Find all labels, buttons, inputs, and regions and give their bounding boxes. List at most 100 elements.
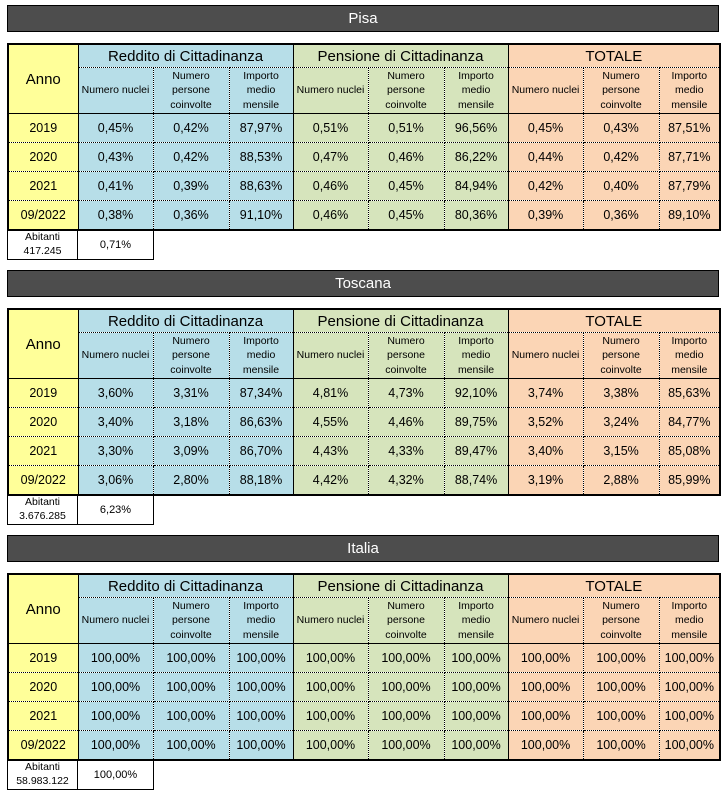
value-cell: 100,00% xyxy=(658,643,721,673)
value-cell: 100,00% xyxy=(582,643,660,673)
subheader-importo-medio: Importo medio mensile xyxy=(658,67,721,114)
year-cell: 2021 xyxy=(7,171,79,201)
abitanti-value: 58.983.122 xyxy=(16,775,69,787)
value-cell: 86,70% xyxy=(228,436,294,466)
value-cell: 100,00% xyxy=(152,730,230,761)
value-cell: 100,00% xyxy=(152,701,230,731)
section-pisa: Pisa Anno Reddito di Cittadinanza Pensio… xyxy=(7,5,722,260)
table-row: 2020 0,43% 0,42% 88,53% 0,47% 0,46% 86,2… xyxy=(7,142,721,172)
value-cell: 100,00% xyxy=(507,730,584,761)
subheader-numero-persone: Numero persone coinvolte xyxy=(152,597,230,644)
subheader-importo-medio: Importo medio mensile xyxy=(443,597,509,644)
value-cell: 100,00% xyxy=(367,730,445,761)
value-cell: 100,00% xyxy=(292,672,369,702)
subheader-numero-nuclei: Numero nuclei xyxy=(507,332,584,379)
value-cell: 87,97% xyxy=(228,113,294,143)
value-cell: 100,00% xyxy=(582,730,660,761)
group-header-totale: TOTALE xyxy=(507,573,721,598)
subheader-importo-medio: Importo medio mensile xyxy=(443,332,509,379)
subheader-numero-nuclei: Numero nuclei xyxy=(292,67,369,114)
abitanti-pct-cell: 6,23% xyxy=(78,496,154,525)
value-cell: 3,40% xyxy=(77,407,154,437)
subheader-numero-nuclei: Numero nuclei xyxy=(77,597,154,644)
value-cell: 3,18% xyxy=(152,407,230,437)
value-cell: 4,33% xyxy=(367,436,445,466)
value-cell: 80,36% xyxy=(443,200,509,231)
value-cell: 0,45% xyxy=(77,113,154,143)
value-cell: 89,47% xyxy=(443,436,509,466)
value-cell: 100,00% xyxy=(582,672,660,702)
subheader-numero-persone: Numero persone coinvolte xyxy=(582,67,660,114)
value-cell: 0,41% xyxy=(77,171,154,201)
table-row: 2019 0,45% 0,42% 87,97% 0,51% 0,51% 96,5… xyxy=(7,113,721,143)
value-cell: 3,19% xyxy=(507,465,584,496)
value-cell: 87,34% xyxy=(228,378,294,408)
value-cell: 87,79% xyxy=(658,171,721,201)
year-cell: 2021 xyxy=(7,436,79,466)
value-cell: 87,51% xyxy=(658,113,721,143)
value-cell: 100,00% xyxy=(367,672,445,702)
value-cell: 100,00% xyxy=(507,672,584,702)
value-cell: 3,06% xyxy=(77,465,154,496)
value-cell: 100,00% xyxy=(443,672,509,702)
value-cell: 0,44% xyxy=(507,142,584,172)
abitanti-block: Abitanti 3.676.285 6,23% xyxy=(7,496,719,525)
value-cell: 100,00% xyxy=(367,643,445,673)
abitanti-value: 417.245 xyxy=(23,245,62,257)
year-cell: 09/2022 xyxy=(7,465,79,496)
value-cell: 0,46% xyxy=(292,200,369,231)
abitanti-value: 3.676.285 xyxy=(19,510,66,522)
value-cell: 0,45% xyxy=(507,113,584,143)
abitanti-cell: Abitanti 417.245 xyxy=(7,231,78,260)
abitanti-pct-cell: 0,71% xyxy=(78,231,154,260)
value-cell: 0,38% xyxy=(77,200,154,231)
value-cell: 88,18% xyxy=(228,465,294,496)
value-cell: 3,74% xyxy=(507,378,584,408)
title-italia: Italia xyxy=(7,535,719,562)
subheader-numero-nuclei: Numero nuclei xyxy=(292,332,369,379)
value-cell: 0,47% xyxy=(292,142,369,172)
subheader-numero-persone: Numero persone coinvolte xyxy=(582,597,660,644)
subheader-numero-nuclei: Numero nuclei xyxy=(77,332,154,379)
year-cell: 2020 xyxy=(7,142,79,172)
subheader-numero-nuclei: Numero nuclei xyxy=(507,67,584,114)
subheader-numero-nuclei: Numero nuclei xyxy=(507,597,584,644)
abitanti-cell: Abitanti 58.983.122 xyxy=(7,761,78,790)
value-cell: 0,46% xyxy=(367,142,445,172)
value-cell: 100,00% xyxy=(152,643,230,673)
value-cell: 85,63% xyxy=(658,378,721,408)
year-cell: 2019 xyxy=(7,643,79,673)
value-cell: 100,00% xyxy=(77,672,154,702)
abitanti-block: Abitanti 58.983.122 100,00% xyxy=(7,761,719,790)
value-cell: 84,77% xyxy=(658,407,721,437)
value-cell: 3,40% xyxy=(507,436,584,466)
subheader-importo-medio: Importo medio mensile xyxy=(658,332,721,379)
value-cell: 0,39% xyxy=(152,171,230,201)
value-cell: 0,51% xyxy=(367,113,445,143)
value-cell: 100,00% xyxy=(507,643,584,673)
group-header-reddito: Reddito di Cittadinanza xyxy=(77,573,294,598)
value-cell: 0,39% xyxy=(507,200,584,231)
group-header-totale: TOTALE xyxy=(507,308,721,333)
title-pisa: Pisa xyxy=(7,5,719,32)
table-row: 09/2022 3,06% 2,80% 88,18% 4,42% 4,32% 8… xyxy=(7,465,721,496)
value-cell: 100,00% xyxy=(443,701,509,731)
value-cell: 0,51% xyxy=(292,113,369,143)
value-cell: 2,80% xyxy=(152,465,230,496)
table-row: 09/2022 100,00% 100,00% 100,00% 100,00% … xyxy=(7,730,721,761)
value-cell: 0,46% xyxy=(292,171,369,201)
subheader-numero-persone: Numero persone coinvolte xyxy=(367,597,445,644)
data-table-italia: Anno Reddito di Cittadinanza Pensione di… xyxy=(7,573,722,761)
anno-header: Anno xyxy=(7,573,79,644)
abitanti-cell: Abitanti 3.676.285 xyxy=(7,496,78,525)
value-cell: 88,53% xyxy=(228,142,294,172)
year-cell: 2019 xyxy=(7,378,79,408)
value-cell: 88,63% xyxy=(228,171,294,201)
value-cell: 3,24% xyxy=(582,407,660,437)
value-cell: 4,73% xyxy=(367,378,445,408)
subheader-numero-nuclei: Numero nuclei xyxy=(77,67,154,114)
value-cell: 84,94% xyxy=(443,171,509,201)
subheader-importo-medio: Importo medio mensile xyxy=(228,597,294,644)
abitanti-block: Abitanti 417.245 0,71% xyxy=(7,231,719,260)
value-cell: 100,00% xyxy=(292,730,369,761)
